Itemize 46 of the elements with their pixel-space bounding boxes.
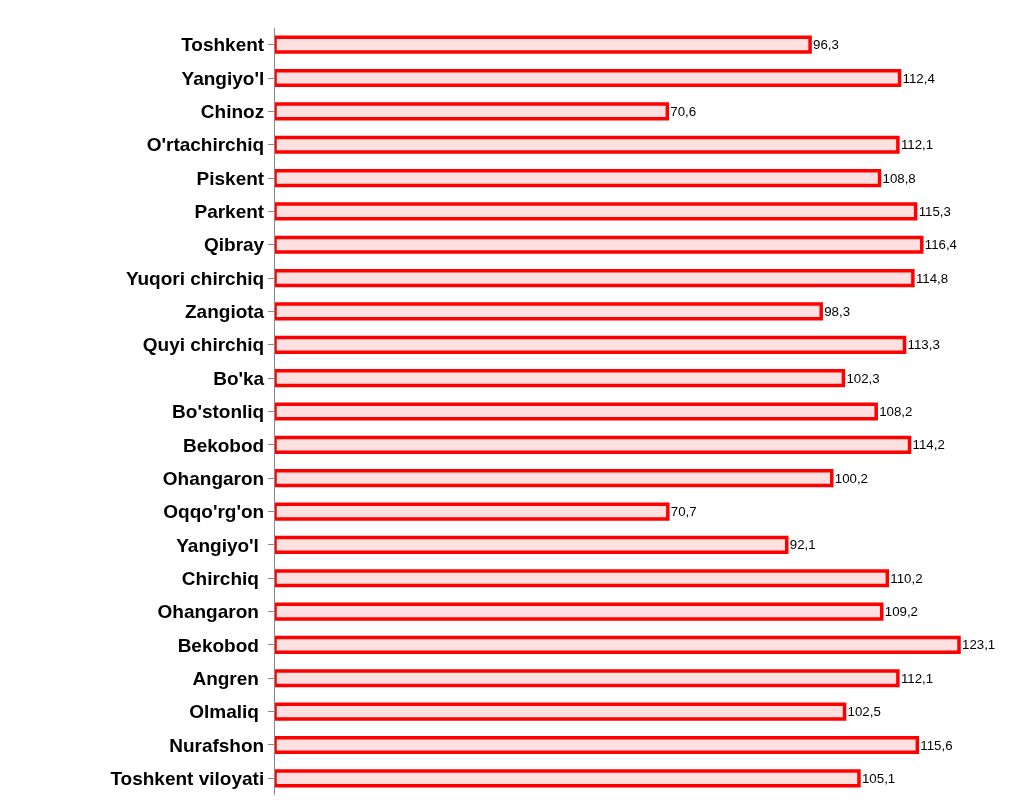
y-tick-label: Bekobod <box>182 434 265 456</box>
data-label: 105,1 <box>861 770 896 786</box>
y-tick-label: Nurafshon <box>169 734 265 756</box>
y-tick-label: Olmaliq <box>189 701 265 723</box>
y-tick-label: Yuqori chirchiq <box>125 267 265 289</box>
data-label: 115,3 <box>918 203 951 219</box>
data-label: 112,1 <box>900 137 934 153</box>
data-label: 115,6 <box>920 737 953 753</box>
data-label: 109,2 <box>884 604 918 620</box>
data-label: 102,5 <box>847 704 881 720</box>
y-tick-label: Ohangaron <box>162 467 265 489</box>
data-label: 123,1 <box>962 637 996 653</box>
y-tick-label: Yangiyo'l <box>181 67 265 89</box>
y-tick-label: Zangiota <box>185 301 265 323</box>
data-label: 70,7 <box>670 504 697 520</box>
y-tick-label: Toshkent <box>181 34 265 56</box>
data-label: 116,4 <box>924 237 958 253</box>
data-label: 114,2 <box>912 437 945 453</box>
y-tick-label: Qibray <box>204 234 265 256</box>
y-tick-label: Oqqo'rg'on <box>163 501 265 523</box>
data-label: 100,2 <box>834 470 868 486</box>
data-label: 112,4 <box>902 70 935 86</box>
data-label: 98,3 <box>824 304 851 319</box>
data-label: 108,8 <box>882 170 916 186</box>
data-label: 108,2 <box>879 404 913 420</box>
y-tick-label: Parkent <box>194 201 265 223</box>
data-label: 112,1 <box>900 670 934 686</box>
y-tick-label: Bekobod <box>177 634 265 656</box>
data-label: 102,3 <box>846 370 880 386</box>
data-label: 113,3 <box>907 337 940 353</box>
y-tick-label: Chinoz <box>200 101 265 123</box>
y-tick-label: O'rtachirchiq <box>146 134 265 156</box>
y-tick-label: Bo'ka <box>213 367 265 389</box>
data-label: 92,1 <box>789 537 816 553</box>
data-label: 70,6 <box>670 103 697 119</box>
y-tick-label: Toshkent viloyati <box>110 767 265 789</box>
y-tick-label: Piskent <box>196 167 265 189</box>
y-tick-label: Quyi chirchiq <box>142 334 265 356</box>
data-label: 96,3 <box>813 37 839 53</box>
y-tick-label: Yangiyo'l <box>176 534 265 556</box>
y-tick-label: Bo'stonliq <box>172 401 265 423</box>
data-label: 110,2 <box>890 570 923 586</box>
y-tick-label: Chirchiq <box>181 567 265 589</box>
y-tick-label: Ohangaron <box>157 601 265 623</box>
y-tick-label: Angren <box>192 667 265 689</box>
data-label: 114,8 <box>915 270 949 286</box>
